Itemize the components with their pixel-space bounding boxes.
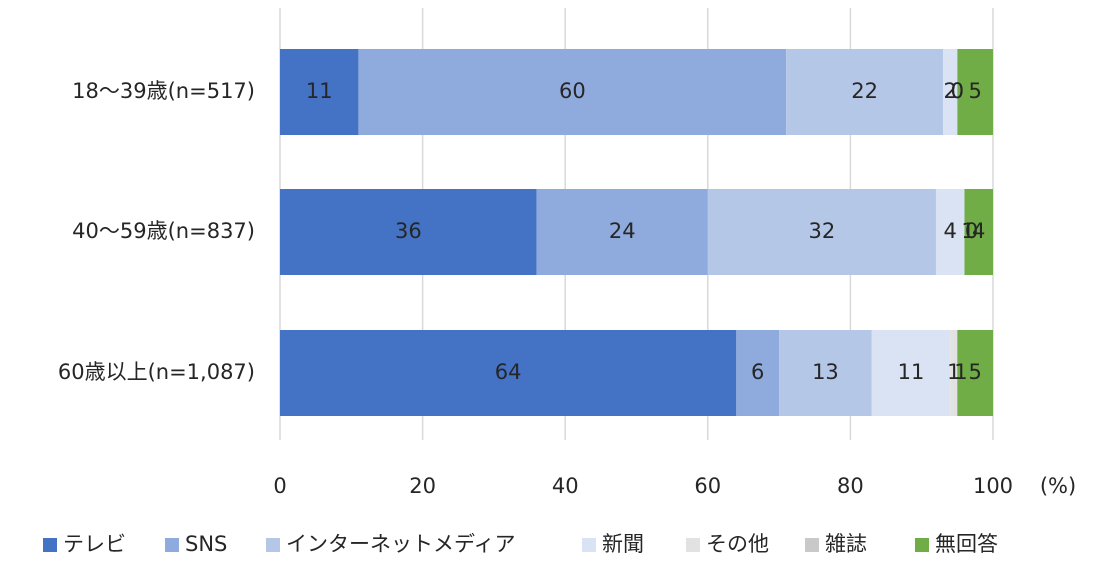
bar-0-2: [786, 49, 944, 135]
bar-0-6: [957, 49, 993, 135]
x-tick-label-4: 80: [837, 474, 864, 498]
legend-swatch-4: [686, 538, 700, 552]
legend-swatch-2: [266, 538, 280, 552]
data-label-1-6: 4: [972, 219, 985, 243]
x-tick-label-1: 20: [409, 474, 436, 498]
bar-2-1: [736, 330, 780, 416]
data-label-2-6: 5: [968, 360, 981, 384]
bar-1-3: [935, 189, 965, 275]
data-label-2-0: 64: [495, 360, 522, 384]
data-label-1-1: 24: [609, 219, 636, 243]
category-label-0: 18〜39歳(n=517): [72, 79, 255, 103]
legend-swatch-6: [915, 538, 929, 552]
bar-2-0: [280, 330, 737, 416]
legend-label-3: 新聞: [602, 532, 644, 556]
legend: テレビ SNS インターネットメディア 新聞 その他 雑誌 無回答: [43, 532, 998, 556]
data-label-0-4: 0: [951, 79, 964, 103]
data-label-2-4: 1: [947, 360, 960, 384]
bar-2-3: [871, 330, 951, 416]
legend-label-1: SNS: [185, 532, 227, 556]
data-label-1-5: 0: [965, 219, 978, 243]
bar-2-2: [779, 330, 872, 416]
legend-swatch-3: [582, 538, 596, 552]
bar-1-6: [964, 189, 993, 275]
bar-0-3: [943, 49, 958, 135]
data-label-0-2: 22: [851, 79, 878, 103]
data-label-0-1: 60: [559, 79, 586, 103]
x-tick-labels: 0 20 40 60 80 100: [273, 474, 1013, 498]
data-label-0-0: 11: [306, 79, 333, 103]
data-label-0-6: 5: [968, 79, 981, 103]
bar-0-0: [280, 49, 359, 135]
x-tick-label-2: 40: [552, 474, 579, 498]
data-label-2-2: 13: [812, 360, 839, 384]
legend-swatch-5: [805, 538, 819, 552]
bar-0-1: [358, 49, 787, 135]
bar-1-1: [536, 189, 708, 275]
x-tick-label-0: 0: [273, 474, 286, 498]
data-label-1-0: 36: [395, 219, 422, 243]
data-label-0-3: 2: [944, 79, 957, 103]
category-label-2: 60歳以上(n=1,087): [58, 360, 255, 384]
data-label-2-1: 6: [751, 360, 764, 384]
legend-label-6: 無回答: [935, 532, 998, 556]
x-tick-label-5: 100: [973, 474, 1013, 498]
data-label-1-2: 32: [809, 219, 836, 243]
legend-label-5: 雑誌: [825, 532, 867, 556]
bar-2-4: [950, 330, 958, 416]
data-label-0-5: 0: [951, 79, 964, 103]
legend-label-2: インターネットメディア: [286, 532, 516, 556]
legend-label-0: テレビ: [63, 532, 126, 556]
data-label-1-3: 4: [944, 219, 957, 243]
bar-1-2: [707, 189, 936, 275]
bar-1-0: [280, 189, 537, 275]
bar-2-6: [957, 330, 993, 416]
data-label-2-3: 11: [898, 360, 925, 384]
category-labels: 18〜39歳(n=517) 40〜59歳(n=837) 60歳以上(n=1,087): [58, 79, 255, 384]
x-tick-label-3: 60: [694, 474, 721, 498]
legend-label-4: その他: [706, 532, 769, 556]
category-label-1: 40〜59歳(n=837): [72, 219, 255, 243]
x-unit-label: (%): [1040, 474, 1076, 498]
data-label-1-4: 1: [961, 219, 974, 243]
legend-swatch-1: [165, 538, 179, 552]
data-label-2-5: 1: [954, 360, 967, 384]
legend-swatch-0: [43, 538, 57, 552]
